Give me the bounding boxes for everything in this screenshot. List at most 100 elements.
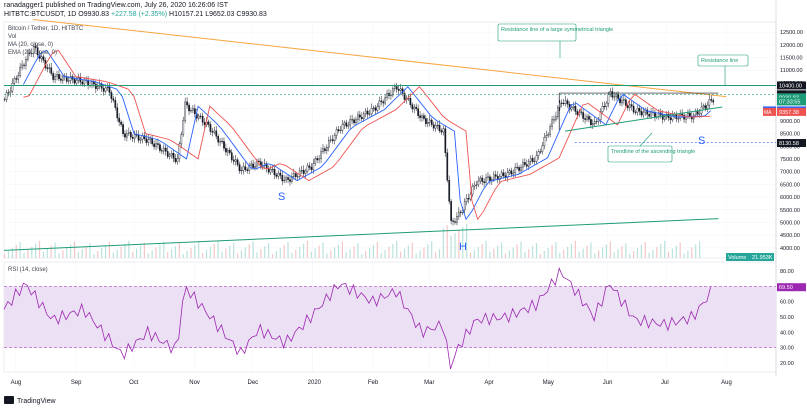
- candle-body: [9, 90, 12, 93]
- candle-body: [32, 46, 35, 54]
- volume-bar: [632, 251, 635, 258]
- candle-body: [512, 172, 515, 175]
- candle-body: [592, 123, 594, 126]
- candle-body: [27, 52, 29, 60]
- volume-bar: [396, 240, 398, 258]
- volume-bar: [504, 253, 507, 258]
- candle-body: [489, 176, 491, 182]
- candle-body: [240, 170, 243, 172]
- candle-body: [298, 170, 301, 177]
- volume-bar: [388, 246, 390, 258]
- candle-body: [225, 148, 227, 153]
- volume-bar: [252, 241, 254, 258]
- candle-body: [572, 105, 575, 108]
- candle-body: [238, 164, 241, 172]
- candle-body: [566, 100, 569, 105]
- volume-bar: [489, 251, 491, 258]
- rsi-title: RSI (14, close): [8, 267, 48, 273]
- candle-body: [508, 170, 511, 174]
- candle-body: [306, 165, 309, 172]
- indicator-vol: Vol: [8, 34, 17, 40]
- candle-body: [151, 138, 154, 145]
- candle-body: [108, 87, 111, 93]
- volume-bar: [81, 249, 83, 258]
- time-tick-label: Aug: [11, 380, 22, 386]
- volume-bar: [376, 242, 378, 258]
- price-tag-label: 10400.00: [779, 83, 802, 89]
- candle-body: [520, 166, 522, 171]
- volume-bar: [291, 252, 293, 258]
- candle-body: [155, 143, 157, 147]
- candle-body: [3, 99, 6, 101]
- candle-body: [553, 119, 555, 121]
- candle-body: [65, 76, 68, 82]
- candle-body: [640, 110, 643, 116]
- candle-body: [131, 136, 134, 139]
- candle-body: [50, 67, 53, 74]
- volume-bar: [194, 245, 196, 258]
- candle-body: [60, 78, 62, 81]
- candle-body: [625, 99, 627, 106]
- high-value: 10157.21: [174, 11, 204, 18]
- volume-bar: [660, 243, 662, 258]
- candle-body: [551, 119, 553, 127]
- candle-body: [458, 211, 460, 217]
- volume-bar: [438, 249, 441, 258]
- candle-body: [304, 170, 307, 174]
- candle-body: [322, 148, 324, 152]
- candle-body: [293, 173, 295, 177]
- candle-body: [296, 176, 299, 178]
- candle-body: [36, 47, 39, 56]
- volume-bar: [236, 253, 239, 258]
- volume-bar: [248, 244, 250, 258]
- volume-bar: [334, 247, 336, 258]
- price-tag-bg: [777, 97, 806, 106]
- candle-body: [667, 113, 670, 118]
- volume-bar: [450, 236, 452, 258]
- volume-bar: [31, 246, 33, 258]
- candle-body: [632, 105, 635, 113]
- candle-body: [164, 147, 167, 152]
- candle-body: [527, 160, 530, 167]
- volume-bar: [640, 245, 642, 258]
- change-value: +227.58 (+2.35%): [111, 11, 168, 18]
- rsi-tick-label: 20.00: [780, 361, 794, 367]
- candle-body: [555, 116, 557, 120]
- candle-body: [15, 78, 18, 80]
- candle-body: [576, 111, 579, 115]
- volume-bar: [361, 254, 363, 258]
- volume-bar: [353, 246, 355, 258]
- volume-bar: [283, 245, 285, 258]
- candle-body: [574, 105, 577, 112]
- price-tag-bg: [777, 81, 806, 90]
- time-tick-label: Oct: [129, 380, 139, 386]
- candle-body: [487, 176, 489, 178]
- volume-bar: [415, 253, 417, 258]
- volume-bar: [392, 243, 394, 258]
- candle-body: [601, 106, 604, 112]
- candle-body: [5, 92, 8, 100]
- candle-body: [423, 115, 425, 119]
- volume-bar: [578, 251, 580, 258]
- footer-brand: TradingView: [17, 398, 56, 405]
- candle-body: [180, 134, 183, 145]
- candle-body: [291, 176, 293, 182]
- volume-bar: [147, 253, 149, 258]
- volume-bar: [407, 245, 409, 258]
- candle-body: [324, 148, 326, 151]
- candle-body: [232, 159, 235, 162]
- candle-body: [395, 86, 398, 90]
- candle-body: [316, 158, 319, 161]
- candle-body: [219, 140, 221, 143]
- volume-bar: [365, 251, 367, 258]
- volume-bar: [528, 249, 530, 258]
- volume-bar: [186, 251, 188, 258]
- candle-body: [312, 163, 315, 170]
- volume-bar: [221, 251, 223, 258]
- candle-body: [120, 121, 122, 125]
- candle-body: [634, 111, 637, 113]
- candle-body: [83, 79, 86, 85]
- volume-bar: [609, 241, 611, 258]
- candle-body: [661, 114, 664, 120]
